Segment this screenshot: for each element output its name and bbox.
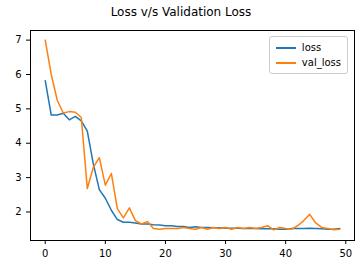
svg-text:20: 20 xyxy=(159,248,172,259)
svg-text:4: 4 xyxy=(15,137,21,148)
svg-text:10: 10 xyxy=(99,248,112,259)
html-text:loss: loss xyxy=(301,42,322,53)
svg-text:3: 3 xyxy=(15,172,21,183)
svg-text:30: 30 xyxy=(219,248,232,259)
svg-text:2: 2 xyxy=(15,206,21,217)
html-text:Loss v/s Validation Loss: Loss v/s Validation Loss xyxy=(110,5,252,19)
svg-text:40: 40 xyxy=(279,248,292,259)
svg-text:0: 0 xyxy=(42,248,48,259)
svg-text:7: 7 xyxy=(15,34,21,45)
svg-text:5: 5 xyxy=(15,103,21,114)
svg-text:6: 6 xyxy=(15,69,21,80)
html-text:val_loss: val_loss xyxy=(301,57,341,68)
svg-text:50: 50 xyxy=(339,248,352,259)
